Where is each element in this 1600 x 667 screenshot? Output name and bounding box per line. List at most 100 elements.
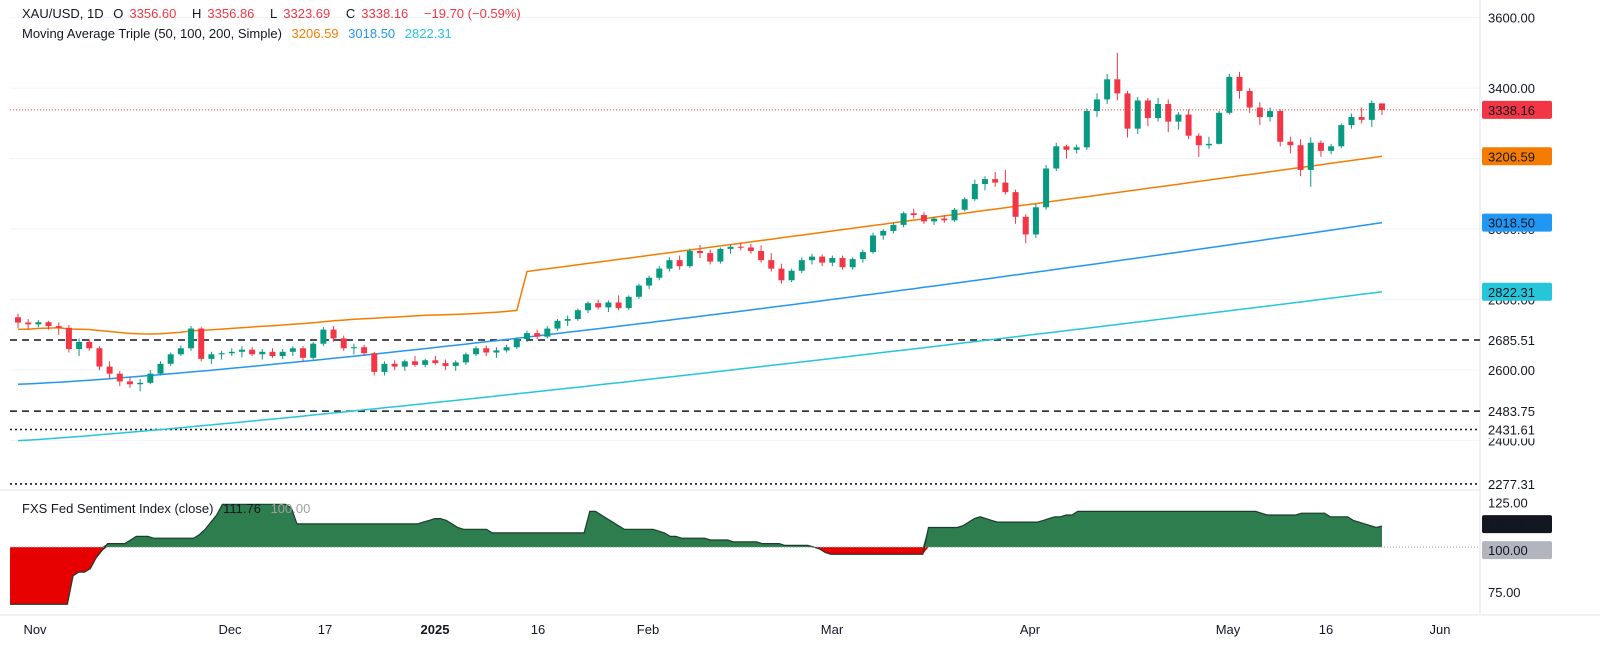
- price-label-text: 3018.50: [1488, 216, 1535, 231]
- candle-body: [76, 341, 83, 349]
- candle-body: [707, 253, 714, 262]
- candle-body: [1155, 103, 1162, 119]
- candle-body: [625, 296, 632, 309]
- candle-body: [961, 199, 968, 210]
- candle-body: [15, 317, 21, 323]
- candle-body: [676, 260, 683, 267]
- candle-body: [788, 270, 795, 281]
- candle-body: [462, 354, 469, 363]
- candle-body: [1073, 147, 1080, 150]
- candle-body: [1338, 125, 1345, 147]
- sentiment-line: [10, 503, 1383, 605]
- time-tick-label: 16: [1319, 622, 1333, 637]
- candle-body: [931, 218, 938, 222]
- candle-body: [391, 363, 398, 367]
- candle-body: [819, 256, 826, 263]
- price-label-text: 3206.59: [1488, 149, 1535, 164]
- ohlc-high: H 3356.86: [192, 6, 255, 21]
- time-tick-label: Mar: [821, 622, 844, 637]
- candle-body: [1246, 90, 1253, 108]
- ohlc-close: C 3338.16: [345, 6, 409, 21]
- time-tick-label: May: [1216, 622, 1241, 637]
- price-label-text: 2277.31: [1488, 477, 1535, 492]
- price-tick-label: 3600.00: [1488, 11, 1535, 26]
- candle-body: [1032, 207, 1039, 235]
- candle-body: [218, 353, 225, 355]
- candle-body: [635, 285, 642, 297]
- price-tick-label: 3400.00: [1488, 81, 1535, 96]
- price-grid: [0, 0, 1600, 616]
- price-label-text: 3338.16: [1488, 103, 1535, 118]
- price-label-box: [1482, 402, 1552, 421]
- candle-body: [1185, 114, 1192, 136]
- price-label-box: [1482, 474, 1552, 493]
- candle-body: [381, 363, 388, 372]
- indicator-legend: FXS Fed Sentiment Index (close) 111.76 1…: [22, 501, 316, 516]
- sentiment-above-area: [10, 504, 1382, 548]
- candle-body: [686, 250, 693, 267]
- candle-body: [269, 351, 276, 357]
- candle-body: [554, 320, 561, 329]
- candle-body: [422, 360, 429, 365]
- candle-body: [208, 354, 215, 359]
- candle-body: [1226, 76, 1233, 113]
- price-label-box: [1482, 282, 1552, 301]
- candle-body: [473, 348, 480, 355]
- candle-body: [452, 362, 459, 366]
- indicator-label-text: 100.00: [1488, 543, 1528, 558]
- ma-line-200: [17, 291, 1383, 442]
- time-axis[interactable]: Nov Dec 17 2025 16 Feb Mar Apr May 16 Jun: [23, 622, 1450, 637]
- candle-body: [1063, 146, 1070, 150]
- candle-body: [1358, 117, 1365, 120]
- candle-body: [503, 347, 510, 351]
- price-label-box: [1482, 213, 1552, 232]
- candle-body: [361, 347, 368, 354]
- candle-body: [1083, 111, 1090, 148]
- candle-body: [442, 363, 449, 366]
- candle-body: [798, 260, 805, 271]
- candle-body: [1114, 79, 1121, 94]
- candle-body: [1195, 135, 1202, 146]
- candle-body: [1012, 192, 1019, 217]
- ma200-value: 2822.31: [404, 26, 452, 41]
- candle-body: [1124, 93, 1131, 129]
- time-tick-label: Apr: [1020, 622, 1041, 637]
- candle-body: [137, 382, 144, 385]
- price-tick-label: 2600.00: [1488, 363, 1535, 378]
- candle-body: [574, 310, 581, 320]
- candle-body: [1277, 111, 1284, 142]
- candle-body: [717, 248, 724, 262]
- candle-body: [1053, 146, 1060, 169]
- candle-body: [605, 302, 612, 308]
- candle-body: [971, 184, 978, 200]
- price-axis[interactable]: 2400.002600.002800.003000.003200.003400.…: [1482, 11, 1552, 600]
- candle-body: [1175, 114, 1182, 122]
- candle-body: [177, 348, 184, 355]
- candle-body: [697, 250, 703, 254]
- candle-body: [1134, 100, 1141, 129]
- candle-body: [808, 256, 815, 261]
- candle-body: [1022, 216, 1029, 235]
- candle-body: [249, 349, 256, 355]
- candle-body: [198, 328, 205, 359]
- candle-body: [167, 354, 174, 364]
- candle-body: [992, 179, 999, 183]
- candle-body: [1368, 102, 1375, 120]
- candle-body: [432, 360, 439, 364]
- candle-body: [1328, 146, 1335, 151]
- candle-body: [1307, 142, 1314, 170]
- price-label-box: [1482, 100, 1552, 119]
- moving-average-lines: [17, 155, 1383, 442]
- candle-body: [1256, 107, 1263, 118]
- time-tick-label: 2025: [421, 622, 450, 637]
- candle-body: [147, 373, 154, 383]
- candle-body: [900, 213, 907, 225]
- candle-body: [483, 348, 490, 353]
- candle-body: [615, 302, 622, 309]
- candle-body: [1348, 117, 1355, 126]
- candle-body: [839, 258, 846, 268]
- candle-body: [45, 322, 52, 327]
- symbol-legend: XAU/USD, 1D O 3356.60 H 3356.86 L 3323.69 C…: [22, 6, 527, 21]
- price-change: −19.70 (−0.59%): [423, 6, 521, 21]
